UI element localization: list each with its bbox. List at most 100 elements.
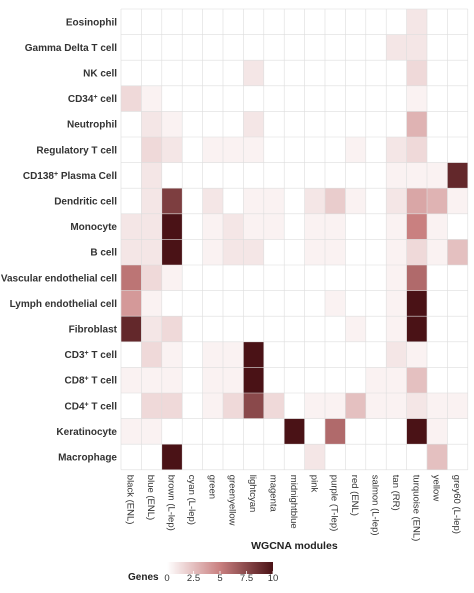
heatmap-cell: [406, 239, 427, 265]
heatmap-cell: [304, 213, 325, 240]
heatmap-cell: [304, 393, 325, 419]
heatmap-cell: [386, 188, 407, 214]
row-label: Keratinocyte: [56, 427, 117, 438]
heatmap-cell: [243, 188, 264, 214]
heatmap-cell: [406, 85, 427, 112]
legend-tick-label: 5: [217, 573, 222, 584]
legend-title: Genes: [128, 572, 159, 583]
heatmap-cell: [263, 393, 285, 419]
row-label: Lymph endothelial cell: [10, 299, 118, 310]
heatmap-cell: [121, 213, 142, 240]
heatmap-cell: [386, 265, 407, 291]
heatmap-cell: [141, 418, 162, 445]
column-label: greenyellow: [227, 475, 238, 526]
row-label: Fibroblast: [69, 325, 118, 336]
heatmap-cell: [406, 367, 427, 393]
row-label: Gamma Delta T cell: [25, 43, 117, 54]
heatmap-cell: [406, 111, 427, 137]
heatmap-cell: [121, 290, 142, 317]
heatmap-cell: [386, 367, 407, 393]
heatmap-cell: [121, 265, 142, 291]
heatmap-cell: [141, 137, 162, 163]
heatmap-cell: [202, 393, 223, 419]
heatmap-cell: [161, 111, 183, 137]
heatmap-cell: [427, 239, 448, 265]
heatmap-cell: [386, 213, 407, 240]
column-labels: black (ENL) blue (ENL) brown (L-lep) cyan (…: [125, 475, 462, 542]
heatmap-cell: [386, 341, 407, 368]
heatmap-cell: [406, 162, 427, 189]
heatmap-cell: [243, 137, 264, 163]
heatmap-cell: [386, 34, 407, 61]
heatmap-cell: [386, 162, 407, 189]
heatmap-cell: [121, 316, 142, 342]
column-label: magenta: [268, 475, 279, 513]
heatmap-cell: [263, 213, 285, 240]
heatmap-cell: [202, 137, 223, 163]
heatmap-cell: [243, 341, 264, 368]
column-label: black (ENL): [125, 475, 136, 525]
heatmap-cell: [345, 188, 366, 214]
heatmap-cell: [121, 85, 142, 112]
heatmap-cell: [406, 213, 427, 240]
heatmap-cell: [284, 418, 305, 445]
column-label: blue (ENL): [145, 475, 156, 520]
row-label: Regulatory T cell: [36, 145, 117, 156]
legend-ticks: 0 2.5 5 7.5 10: [164, 571, 278, 584]
heatmap-cell: [304, 239, 325, 265]
heatmap-cell: [447, 239, 468, 265]
column-label: green: [206, 475, 217, 499]
heatmap-cell: [141, 290, 162, 317]
heatmap-cell: [406, 265, 427, 291]
heatmap-cell: [406, 393, 427, 419]
heatmap-cell: [406, 316, 427, 342]
heatmap-cell: [304, 444, 325, 470]
column-label: turquoise (ENL): [410, 475, 421, 542]
heatmap-cell: [406, 34, 427, 61]
heatmap-cells: [121, 9, 468, 470]
heatmap-cell: [325, 188, 346, 214]
heatmap-cell: [223, 367, 244, 393]
heatmap-cell: [161, 444, 183, 470]
heatmap-cell: [243, 60, 264, 86]
row-label: Monocyte: [70, 222, 117, 233]
heatmap-cell: [202, 341, 223, 368]
heatmap-cell: [161, 367, 183, 393]
heatmap-cell: [161, 137, 183, 163]
heatmap-cell: [325, 213, 346, 240]
heatmap-cell: [345, 316, 366, 342]
heatmap-cell: [141, 367, 162, 393]
row-label: Neutrophil: [67, 120, 117, 131]
heatmap-cell: [202, 239, 223, 265]
heatmap-cell: [386, 316, 407, 342]
heatmap-cell: [141, 111, 162, 137]
heatmap-cell: [161, 239, 183, 265]
heatmap-cell: [243, 367, 264, 393]
heatmap-cell: [345, 393, 366, 419]
heatmap-cell: [386, 393, 407, 419]
column-label: brown (L-lep): [166, 475, 177, 531]
heatmap-cell: [161, 316, 183, 342]
heatmap-cell: [223, 213, 244, 240]
heatmap-cell: [427, 393, 448, 419]
heatmap-cell: [447, 162, 468, 189]
heatmap-cell: [427, 188, 448, 214]
legend-tick-label: 0: [164, 573, 169, 584]
column-label: yellow: [431, 475, 442, 502]
row-label: CD34+ cell: [68, 94, 117, 106]
heatmap-cell: [447, 393, 468, 419]
heatmap-cell: [325, 290, 346, 317]
column-label: tan (RR): [390, 475, 401, 511]
heatmap-cell: [141, 85, 162, 112]
heatmap-cell: [406, 188, 427, 214]
heatmap-cell: [406, 290, 427, 317]
heatmap-cell: [243, 213, 264, 240]
row-label: Dendritic cell: [54, 197, 117, 208]
column-label: purple (T-lep): [329, 475, 340, 532]
heatmap-cell: [202, 188, 223, 214]
heatmap-cell: [141, 239, 162, 265]
heatmap-cell: [202, 367, 223, 393]
heatmap-cell: [386, 137, 407, 163]
legend-tick-label: 10: [268, 573, 279, 584]
